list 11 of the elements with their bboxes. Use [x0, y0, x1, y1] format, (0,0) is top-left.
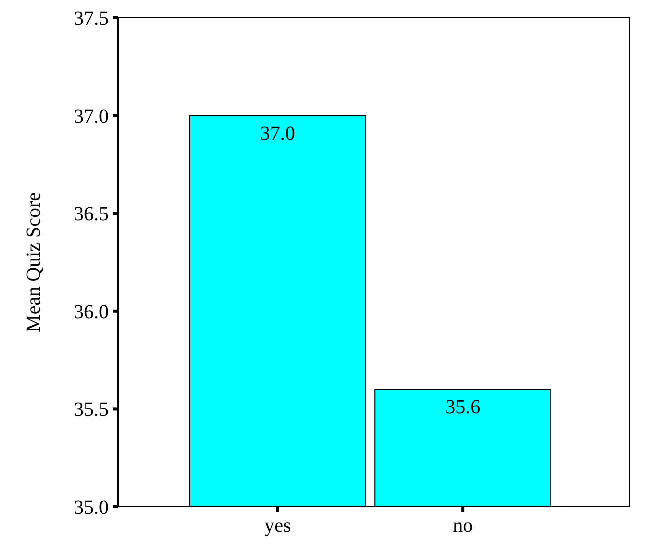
data-label: 37.0 [260, 122, 296, 145]
y-tick-label: 36.0 [74, 301, 109, 324]
y-tick-label: 35.0 [74, 497, 109, 519]
y-tick-label: 35.5 [74, 399, 109, 422]
x-tick-label: yes [264, 515, 292, 537]
y-axis-title: Mean Quiz Score [23, 192, 45, 332]
y-tick-label: 36.5 [74, 204, 109, 226]
data-label: 35.6 [446, 396, 481, 419]
y-tick-label: 37.0 [74, 106, 109, 128]
y-tick-label: 37.5 [74, 8, 109, 30]
x-tick-label: no [453, 515, 474, 537]
